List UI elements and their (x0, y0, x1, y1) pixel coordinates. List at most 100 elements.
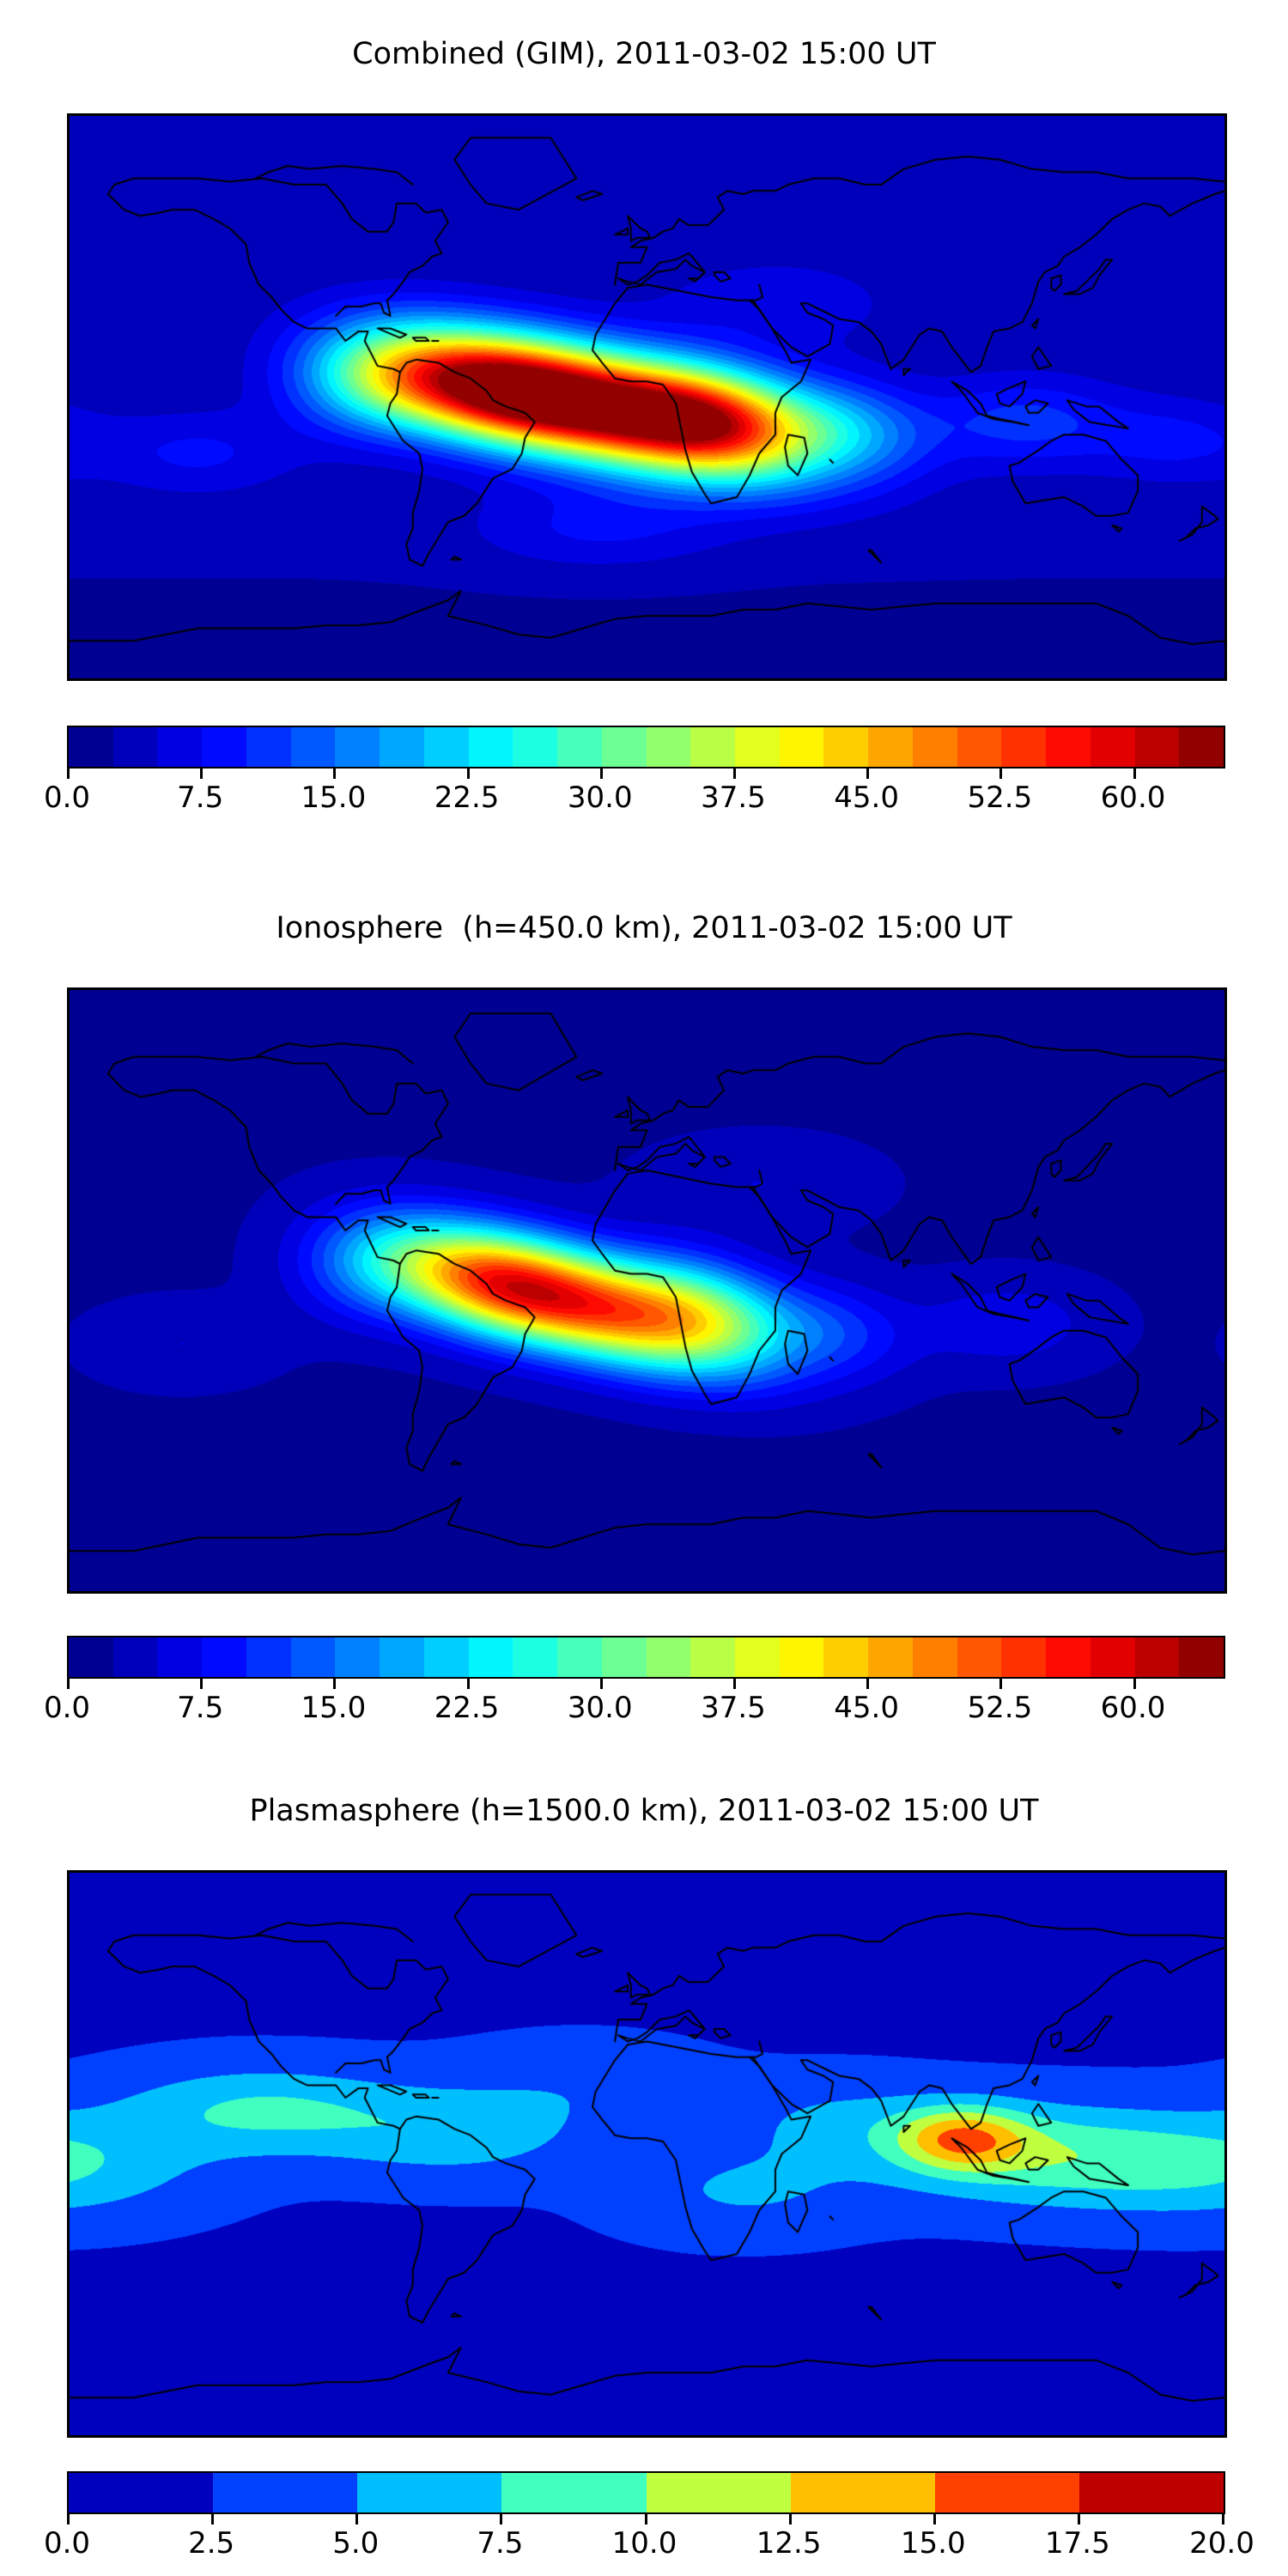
colorbar-combined (67, 726, 1225, 769)
colorbar-swatch (557, 727, 602, 767)
colorbar-swatch (423, 727, 469, 767)
colorbar-swatch (202, 1637, 246, 1677)
colorbar-tick (67, 2514, 70, 2524)
panel-title-plasmasphere: Plasmasphere (h=1500.0 km), 2011-03-02 1… (249, 1794, 1039, 1828)
colorbar-tick (933, 2514, 936, 2524)
colorbar-plasmasphere (67, 2471, 1225, 2514)
colorbar-tick (1133, 1679, 1136, 1689)
map-plasmasphere (67, 1870, 1227, 2438)
colorbar-ticks-plasmasphere: 0.0 2.5 5.0 7.5 10.0 12.5 15.0 17.5 20.0 (44, 2514, 1255, 2574)
colorbar-tick-label: 0.0 (43, 2526, 91, 2561)
colorbar-swatch (557, 1637, 602, 1677)
colorbar-swatch (957, 1637, 1002, 1677)
colorbar-ticks-combined: 0.0 7.5 15.0 22.5 30.0 37.5 45.0 52.5 60.0 (44, 769, 1222, 829)
colorbar-swatch (601, 1637, 647, 1677)
colorbar-ticks-ionosphere: 0.0 7.5 15.0 22.5 30.0 37.5 45.0 52.5 60.0 (44, 1679, 1222, 1739)
colorbar-tick (67, 1679, 70, 1689)
map-canvas-ionosphere (70, 990, 1224, 1591)
colorbar-swatch (423, 1637, 469, 1677)
colorbar-tick-label: 5.0 (332, 2526, 380, 2561)
colorbar-tick (200, 769, 204, 779)
colorbar-swatch (790, 2473, 935, 2512)
colorbar-tick-label: 0.0 (43, 781, 91, 815)
colorbar-swatch (868, 727, 913, 767)
panel-combined: Combined (GIM), 2011-03-02 15:00 UT 0.0 7… (0, 0, 1288, 859)
colorbar-tick (732, 769, 736, 779)
colorbar-ionosphere (67, 1636, 1225, 1679)
colorbar-swatch (380, 1637, 424, 1677)
colorbar-gradient-plasmasphere (69, 2473, 1224, 2512)
colorbar-swatch (380, 727, 424, 767)
colorbar-swatch (501, 2473, 647, 2512)
colorbar-tick-label: 30.0 (567, 1691, 633, 1725)
colorbar-tick-label: 12.5 (756, 2526, 822, 2561)
colorbar-swatch (868, 1637, 913, 1677)
colorbar-swatch (69, 727, 113, 767)
colorbar-swatch (690, 727, 736, 767)
colorbar-swatch (246, 727, 291, 767)
map-ionosphere (67, 987, 1227, 1594)
panel-plasmasphere: Plasmasphere (h=1500.0 km), 2011-03-02 1… (0, 1752, 1288, 2576)
colorbar-tick-label: 60.0 (1100, 781, 1166, 815)
colorbar-tick-label: 37.5 (701, 1691, 766, 1725)
colorbar-tick (866, 1679, 870, 1689)
colorbar-swatch (157, 1637, 203, 1677)
colorbar-tick (866, 769, 870, 779)
colorbar-tick (999, 1679, 1003, 1689)
colorbar-tick (500, 2514, 503, 2524)
colorbar-swatch (690, 1637, 736, 1677)
colorbar-tick (1222, 2514, 1224, 2524)
colorbar-swatch (202, 727, 246, 767)
colorbar-tick-label: 52.5 (967, 1691, 1033, 1725)
colorbar-swatch (912, 727, 957, 767)
map-canvas-plasmasphere (70, 1873, 1224, 2435)
colorbar-tick (333, 1679, 337, 1689)
panel-title-combined: Combined (GIM), 2011-03-02 15:00 UT (352, 37, 936, 71)
colorbar-swatch (513, 1637, 558, 1677)
colorbar-tick (466, 769, 470, 779)
colorbar-swatch (290, 1637, 336, 1677)
colorbar-swatch (357, 2473, 502, 2512)
colorbar-swatch (69, 2473, 214, 2512)
colorbar-swatch (335, 1637, 380, 1677)
panel-ionosphere: Ionosphere (h=450.0 km), 2011-03-02 15:0… (0, 859, 1288, 1752)
colorbar-swatch (246, 1637, 291, 1677)
colorbar-tick (67, 769, 70, 779)
colorbar-swatch (1090, 1637, 1135, 1677)
colorbar-swatch (213, 2473, 358, 2512)
colorbar-swatch (335, 727, 380, 767)
colorbar-swatch (69, 1637, 113, 1677)
colorbar-tick-label: 7.5 (477, 2526, 524, 2561)
colorbar-swatch (934, 2473, 1079, 2512)
colorbar-swatch (468, 1637, 513, 1677)
colorbar-tick (355, 2514, 359, 2524)
colorbar-tick-label: 2.5 (188, 2526, 235, 2561)
colorbar-swatch (1046, 727, 1091, 767)
colorbar-tick-label: 45.0 (834, 1691, 899, 1725)
colorbar-swatch (646, 1637, 691, 1677)
colorbar-tick (333, 769, 337, 779)
colorbar-tick-label: 0.0 (43, 1691, 91, 1725)
colorbar-swatch (1134, 727, 1180, 767)
colorbar-tick-label: 30.0 (567, 781, 633, 815)
colorbar-swatch (646, 2473, 791, 2512)
colorbar-tick-label: 22.5 (434, 1691, 500, 1725)
colorbar-tick-label: 60.0 (1100, 1691, 1166, 1725)
colorbar-tick (732, 1679, 736, 1689)
colorbar-tick-label: 7.5 (177, 1691, 224, 1725)
colorbar-swatch (1001, 727, 1047, 767)
colorbar-tick (1077, 2514, 1080, 2524)
colorbar-swatch (1046, 1637, 1091, 1677)
colorbar-swatch (735, 727, 780, 767)
colorbar-swatch (646, 727, 691, 767)
panel-title-ionosphere: Ionosphere (h=450.0 km), 2011-03-02 15:0… (276, 911, 1012, 945)
colorbar-tick (200, 1679, 204, 1689)
colorbar-gradient-combined (69, 727, 1224, 767)
map-canvas-combined (70, 116, 1224, 678)
colorbar-gradient-ionosphere (69, 1637, 1224, 1677)
colorbar-swatch (957, 727, 1002, 767)
colorbar-swatch (779, 1637, 824, 1677)
colorbar-swatch (1179, 1637, 1224, 1677)
colorbar-swatch (601, 727, 647, 767)
colorbar-swatch (1134, 1637, 1180, 1677)
